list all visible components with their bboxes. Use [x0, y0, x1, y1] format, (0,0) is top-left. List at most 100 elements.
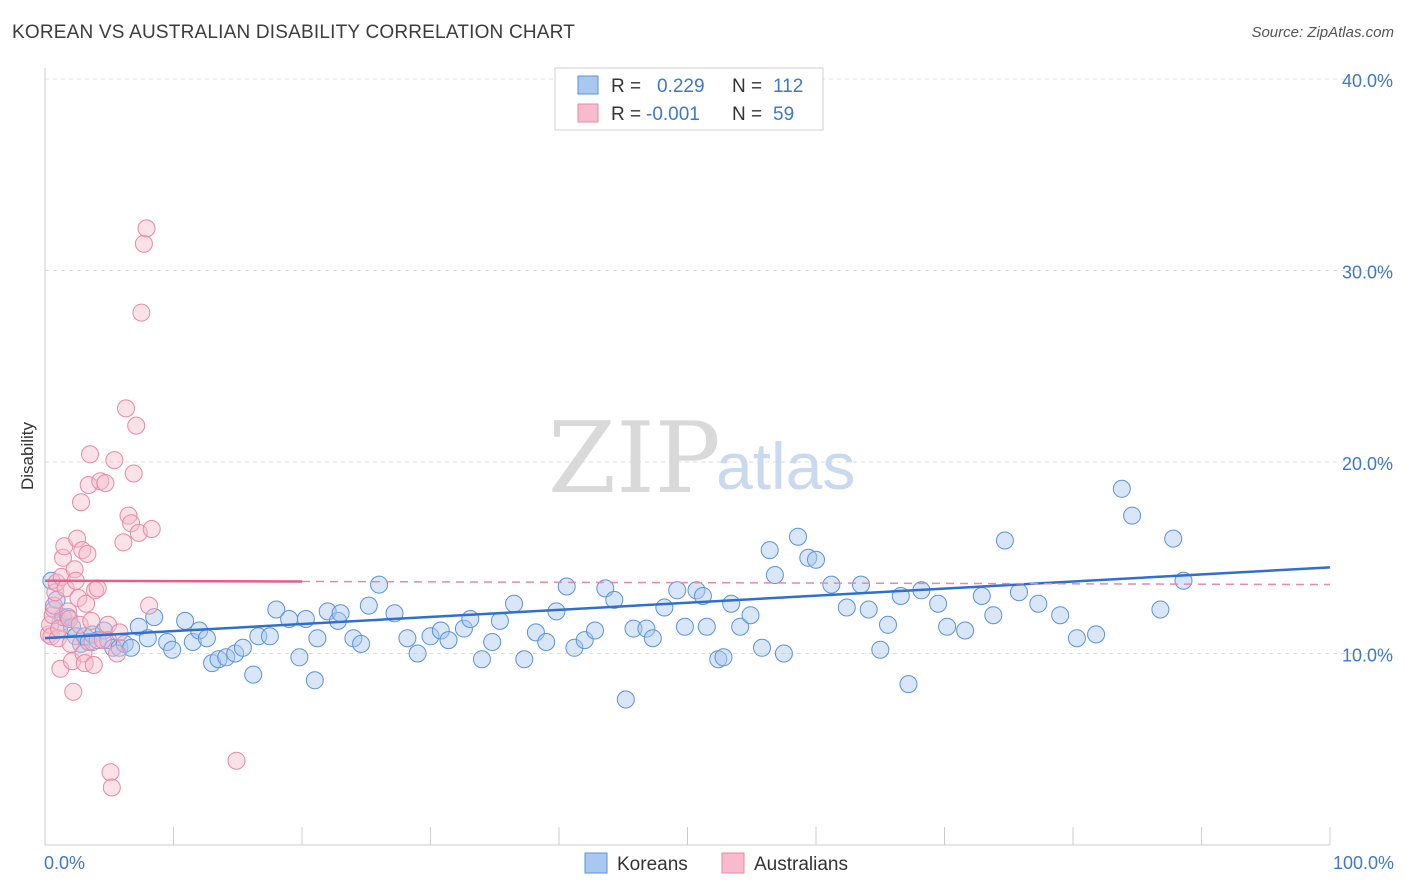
point-koreans-48	[370, 575, 389, 594]
point-koreans-41	[308, 629, 327, 648]
point-koreans-59	[490, 611, 509, 630]
point-koreans-102	[929, 594, 948, 613]
point-australians-27	[75, 654, 94, 673]
point-australians-46	[114, 533, 133, 552]
point-australians-14	[59, 602, 78, 621]
point-koreans-57	[472, 650, 491, 669]
stats-swatch-australians	[577, 103, 599, 123]
point-koreans-27	[197, 629, 216, 648]
point-koreans-100	[899, 675, 918, 694]
point-koreans-98	[879, 615, 897, 634]
point-koreans-50	[398, 629, 417, 648]
chart-title: KOREAN VS AUSTRALIAN DISABILITY CORRELAT…	[12, 22, 576, 43]
point-koreans-46	[352, 634, 371, 653]
point-australians-50	[124, 464, 143, 483]
point-australians-31	[81, 445, 99, 464]
stats-legend: R = 0.229 N = 112 R = -0.001 N = 59	[554, 67, 824, 131]
point-koreans-55	[454, 619, 473, 638]
watermark-atlas-text: atlas	[716, 429, 855, 503]
point-koreans-60	[505, 594, 523, 613]
point-koreans-65	[557, 577, 576, 596]
stats-n-value-australians: 59	[773, 104, 794, 125]
point-koreans-109	[1029, 594, 1048, 613]
point-australians-41	[101, 763, 120, 782]
point-koreans-68	[586, 621, 604, 640]
point-koreans-96	[859, 600, 878, 619]
point-koreans-83	[722, 594, 741, 613]
point-koreans-97	[871, 640, 890, 659]
trend-line-australians-solid	[44, 579, 303, 583]
point-koreans-107	[995, 531, 1014, 550]
watermark-zip-text: ZIP	[548, 402, 721, 516]
stats-r-label-australians: R =	[611, 104, 641, 125]
point-koreans-36	[267, 600, 286, 619]
point-australians-28	[77, 594, 96, 613]
point-australians-6	[47, 573, 66, 592]
point-koreans-82	[714, 648, 733, 667]
point-koreans-71	[616, 690, 635, 709]
point-koreans-94	[837, 598, 856, 617]
point-australians-36	[88, 579, 107, 598]
stats-n-label-koreans: N =	[732, 76, 762, 97]
point-koreans-38	[290, 648, 309, 667]
point-koreans-108	[1010, 583, 1028, 602]
point-koreans-29	[209, 650, 228, 669]
point-koreans-84	[731, 617, 750, 636]
point-australians-53	[132, 303, 151, 322]
legend-swatch-koreans[interactable]	[584, 852, 608, 874]
point-australians-23	[70, 615, 89, 634]
point-australians-29	[78, 544, 97, 563]
point-koreans-87	[760, 541, 779, 560]
legend-swatch-australians[interactable]	[721, 852, 745, 874]
point-koreans-79	[693, 587, 712, 605]
point-australians-39	[96, 474, 115, 493]
point-koreans-51	[408, 644, 427, 663]
point-koreans-72	[624, 619, 643, 638]
point-koreans-85	[741, 606, 760, 625]
point-koreans-56	[461, 610, 480, 628]
point-koreans-52	[421, 627, 440, 646]
point-koreans-74	[643, 629, 662, 648]
point-koreans-63	[537, 633, 556, 651]
point-koreans-80	[697, 617, 716, 636]
y-tick-labels: 10.0% 20.0% 30.0% 40.0%	[1342, 71, 1393, 666]
point-koreans-53	[431, 621, 450, 640]
point-koreans-111	[1067, 629, 1086, 648]
point-koreans-58	[483, 633, 502, 651]
trend-line-koreans	[44, 566, 1331, 640]
point-koreans-104	[956, 621, 975, 640]
stats-r-value-koreans: 0.229	[657, 76, 705, 97]
point-koreans-105	[972, 587, 991, 605]
point-koreans-75	[655, 598, 674, 617]
point-koreans-40	[305, 671, 324, 690]
point-koreans-73	[637, 619, 656, 638]
y-tick-label-0: 10.0%	[1342, 646, 1393, 666]
watermark: ZIP atlas	[548, 402, 855, 516]
x-tick-label-min: 0.0%	[44, 853, 85, 873]
stats-legend-box	[554, 67, 824, 131]
y-tick-label-3: 40.0%	[1342, 71, 1393, 91]
point-koreans-92	[807, 550, 825, 569]
y-tick-label-2: 30.0%	[1342, 263, 1393, 283]
point-koreans-95	[852, 575, 870, 594]
point-koreans-30	[217, 648, 236, 667]
point-koreans-110	[1051, 606, 1070, 625]
stats-n-value-koreans: 112	[773, 76, 803, 97]
point-australians-42	[102, 778, 121, 797]
point-australians-44	[108, 644, 126, 663]
point-koreans-61	[515, 650, 534, 669]
point-koreans-90	[789, 527, 807, 546]
point-australians-5	[46, 583, 65, 602]
trend-line-australians-dashed	[301, 580, 1331, 586]
point-koreans-89	[774, 644, 793, 663]
legend-label-australians[interactable]: Australians	[754, 854, 848, 875]
y-tick-label-1: 20.0%	[1342, 454, 1393, 474]
legend-label-koreans[interactable]: Koreans	[617, 854, 688, 875]
point-koreans-21	[145, 608, 164, 627]
point-koreans-23	[163, 640, 182, 659]
point-koreans-25	[183, 633, 202, 651]
point-australians-15	[60, 610, 79, 628]
point-australians-56	[140, 596, 159, 615]
point-koreans-88	[765, 566, 784, 584]
